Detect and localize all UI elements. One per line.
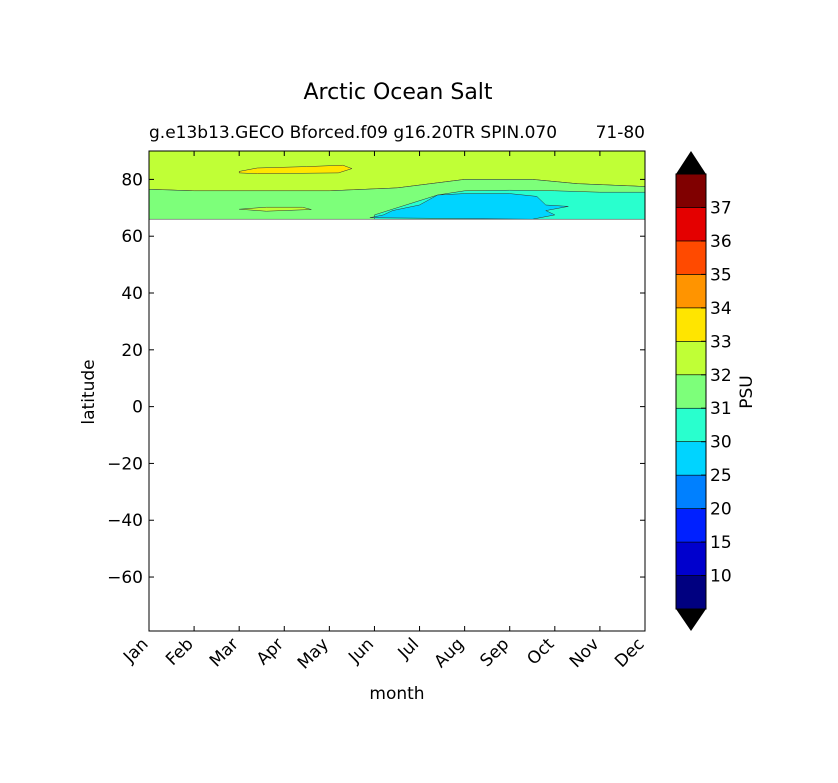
colorbar-band: [675, 541, 707, 576]
y-tick-label: 0: [132, 398, 143, 418]
x-tick-label: Jun: [344, 634, 378, 668]
y-tick-label: −20: [107, 454, 143, 474]
colorbar-band: [675, 307, 707, 342]
y-tick-label: −60: [107, 568, 143, 588]
colorbar-band: [675, 407, 707, 442]
colorbar-band: [675, 374, 707, 409]
x-tick-label: Aug: [431, 634, 469, 672]
x-tick-label: Dec: [611, 634, 648, 671]
x-tick-label: Sep: [476, 634, 513, 671]
contour-region-5: [239, 206, 312, 212]
contour-region-4: [238, 164, 353, 174]
plot-frame: [148, 150, 646, 632]
y-tick-label: 40: [121, 284, 143, 304]
colorbar-tick-label: 33: [710, 332, 732, 352]
colorbar-extend-under: [676, 609, 706, 631]
colorbar-band: [675, 207, 707, 242]
colorbar-tick-label: 25: [710, 466, 732, 486]
colorbar-tick-label: 15: [710, 533, 732, 553]
colorbar-band: [675, 441, 707, 476]
colorbar-tick-label: 31: [710, 399, 732, 419]
colorbar-extend-over: [676, 151, 706, 174]
y-tick-label: 80: [121, 170, 143, 190]
plot-area: Jan Feb Mar Apr May Jun Jul Aug Sep Oct Nov Dec 80 6…: [107, 150, 649, 673]
colorbar-tick-label: 32: [710, 366, 732, 386]
contour-region-3: [369, 193, 569, 220]
x-tick-label: Feb: [162, 634, 197, 669]
colorbar-band: [675, 341, 707, 376]
colorbar-tick-label: 10: [710, 567, 732, 587]
chart-title: Arctic Ocean Salt: [303, 80, 492, 105]
colorbar-band: [675, 474, 707, 509]
x-tick-label: Jul: [394, 634, 423, 663]
colorbar: 10 15 20 25 30 31 32 33 34 35 36 37: [675, 151, 732, 631]
y-axis-ticks: 80 60 40 20 0 −20 −40 −60: [107, 170, 645, 588]
colorbar-tick-label: 37: [710, 198, 732, 218]
plot-background: [149, 151, 645, 631]
y-tick-label: 20: [121, 341, 143, 361]
colorbar-tick-label: 34: [710, 299, 732, 319]
x-tick-label: Apr: [253, 634, 288, 669]
x-tick-label: Nov: [566, 634, 604, 672]
colorbar-band: [675, 173, 707, 208]
y-tick-label: −40: [107, 511, 143, 531]
colorbar-tick-label: 30: [710, 433, 732, 453]
x-tick-label: Jan: [119, 634, 152, 667]
colorbar-tick-label: 36: [710, 232, 732, 252]
y-tick-label: 60: [121, 227, 143, 247]
x-tick-label: Mar: [206, 634, 243, 671]
y-axis-label: latitude: [79, 359, 99, 424]
x-tick-label: Oct: [523, 634, 558, 669]
x-axis-label: month: [369, 684, 424, 704]
colorbar-tick-label: 35: [710, 265, 732, 285]
colorbar-frame: [675, 173, 707, 610]
colorbar-label: PSU: [737, 375, 757, 409]
colorbar-band: [675, 274, 707, 309]
chart-subtitle: g.e13b13.GECO Bforced.f09 g16.20TR SPIN.…: [149, 123, 557, 143]
colorbar-band: [675, 508, 707, 543]
contour-regions: [148, 150, 646, 220]
colorbar-band: [675, 240, 707, 275]
chart-subtitle-right: 71-80: [596, 123, 645, 143]
colorbar-tick-label: 20: [710, 500, 732, 520]
colorbar-band: [675, 575, 707, 610]
x-tick-label: May: [294, 634, 333, 673]
